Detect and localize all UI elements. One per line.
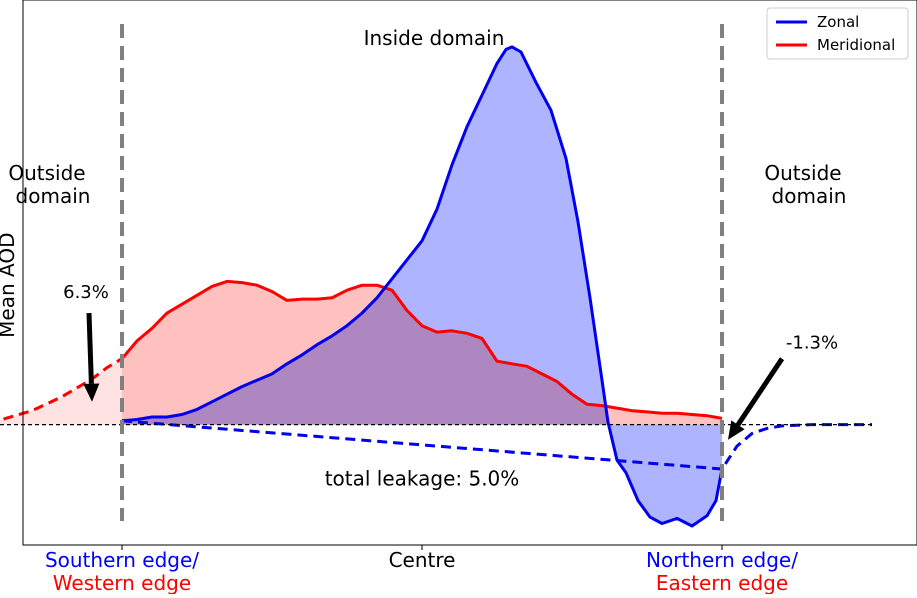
annotation-0: 6.3%: [63, 282, 109, 303]
legend: Zonal Meridional: [766, 7, 909, 60]
zonal-line-inside: [121, 45, 724, 528]
fill-layer: [0, 46, 722, 527]
meridional-line-outside: [0, 357, 123, 422]
annotation-2: total leakage: 5.0%: [325, 466, 520, 490]
label-outside-right-line1: Outside: [764, 161, 841, 185]
legend-label-zonal: Zonal: [817, 13, 859, 31]
meridional-outside-fill: [0, 358, 122, 425]
annotation-arrow-shaft-0: [86, 312, 94, 384]
plot-frame: [22, 0, 917, 546]
label-outside-right-line2: domain: [772, 184, 847, 208]
legend-label-meridional: Meridional: [817, 36, 895, 54]
x-tick-label-1-line1: Centre: [389, 548, 456, 572]
x-tick-label-2-line2: Eastern edge: [656, 571, 788, 594]
annotation-1: -1.3%: [786, 333, 838, 354]
meridional-line-inside: [120, 279, 723, 420]
label-outside-left-line1: Outside: [8, 161, 85, 185]
x-tick-label-2-line1: Northern edge/: [646, 548, 798, 572]
guide-layer: [0, 24, 872, 550]
annotation-arrow-shaft-1: [735, 357, 785, 427]
x-tick-label-0-line1: Southern edge/: [45, 548, 199, 572]
label-inside-domain: Inside domain: [364, 26, 505, 50]
annotation-arrow-head-0: [83, 383, 100, 402]
annotation-arrow-head-1: [728, 420, 745, 440]
label-outside-left-line2: domain: [16, 184, 91, 208]
y-axis-label: Mean AOD: [0, 233, 19, 338]
x-tick-label-0-line2: Western edge: [53, 571, 191, 594]
meridional-area-fill: [122, 281, 722, 425]
text-layer: Inside domainOutsidedomainOutsidedomain6…: [0, 26, 847, 595]
